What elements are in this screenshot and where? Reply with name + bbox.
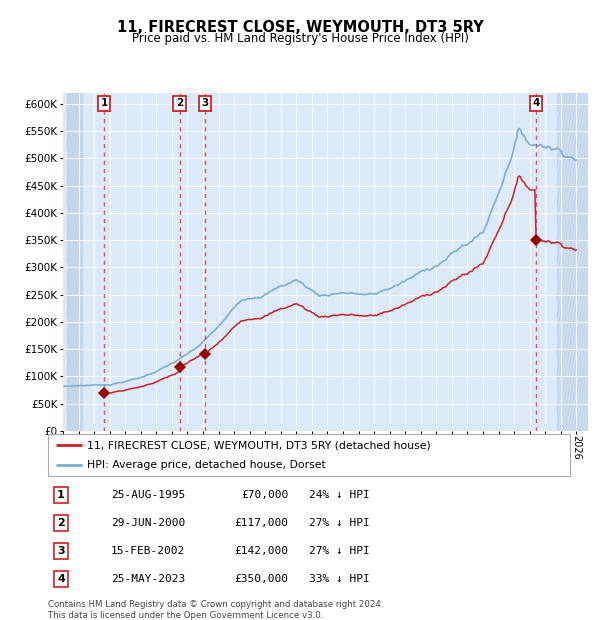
Bar xyxy=(557,93,588,431)
Text: 1: 1 xyxy=(57,490,65,500)
Text: 29-JUN-2000: 29-JUN-2000 xyxy=(110,518,185,528)
Text: Contains HM Land Registry data © Crown copyright and database right 2024.
This d: Contains HM Land Registry data © Crown c… xyxy=(48,600,383,620)
Text: £142,000: £142,000 xyxy=(234,546,288,556)
Bar xyxy=(67,93,82,431)
Text: 33% ↓ HPI: 33% ↓ HPI xyxy=(309,574,370,584)
Text: HPI: Average price, detached house, Dorset: HPI: Average price, detached house, Dors… xyxy=(87,460,326,470)
Text: 2: 2 xyxy=(57,518,65,528)
Text: £70,000: £70,000 xyxy=(241,490,288,500)
Text: 1: 1 xyxy=(101,99,108,108)
Text: 4: 4 xyxy=(532,99,539,108)
Text: 24% ↓ HPI: 24% ↓ HPI xyxy=(309,490,370,500)
Text: 25-AUG-1995: 25-AUG-1995 xyxy=(110,490,185,500)
Text: 4: 4 xyxy=(57,574,65,584)
Text: £117,000: £117,000 xyxy=(234,518,288,528)
Text: 27% ↓ HPI: 27% ↓ HPI xyxy=(309,518,370,528)
Text: 15-FEB-2002: 15-FEB-2002 xyxy=(110,546,185,556)
Text: Price paid vs. HM Land Registry's House Price Index (HPI): Price paid vs. HM Land Registry's House … xyxy=(131,32,469,45)
Text: 3: 3 xyxy=(57,546,65,556)
Text: 25-MAY-2023: 25-MAY-2023 xyxy=(110,574,185,584)
Text: 11, FIRECREST CLOSE, WEYMOUTH, DT3 5RY: 11, FIRECREST CLOSE, WEYMOUTH, DT3 5RY xyxy=(116,20,484,35)
Text: 27% ↓ HPI: 27% ↓ HPI xyxy=(309,546,370,556)
Text: 2: 2 xyxy=(176,99,183,108)
Text: 11, FIRECREST CLOSE, WEYMOUTH, DT3 5RY (detached house): 11, FIRECREST CLOSE, WEYMOUTH, DT3 5RY (… xyxy=(87,440,431,450)
Text: £350,000: £350,000 xyxy=(234,574,288,584)
Text: 3: 3 xyxy=(201,99,209,108)
